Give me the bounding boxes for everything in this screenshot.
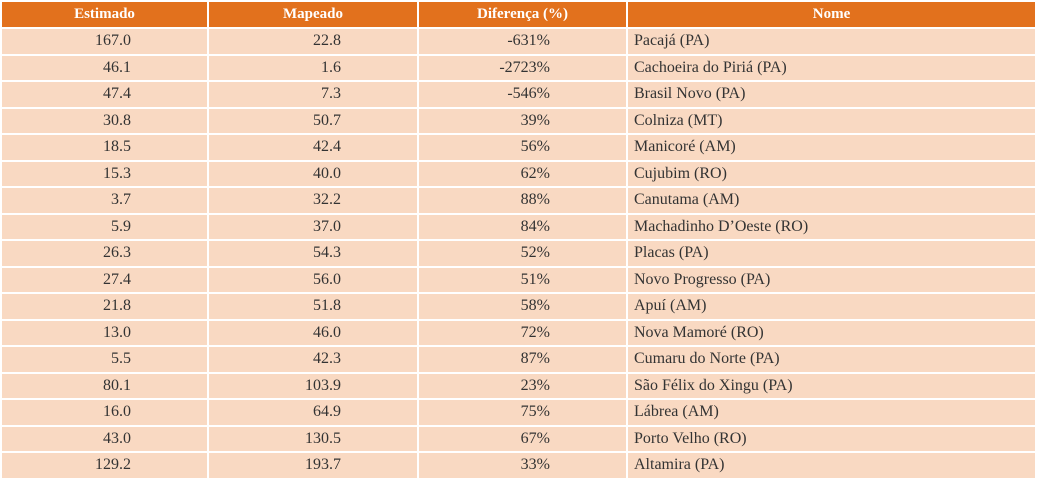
table-cell: 30.8 (2, 108, 207, 133)
table-cell: 88% (419, 188, 626, 213)
table-cell: 27.4 (2, 267, 207, 292)
table-cell: Cachoeira do Piriá (PA) (628, 55, 1035, 80)
header-cell: Estimado (2, 2, 207, 27)
table-cell: 33% (419, 453, 626, 478)
table-cell: 16.0 (2, 400, 207, 425)
table-cell: Novo Progresso (PA) (628, 267, 1035, 292)
header-cell: Diferença (%) (419, 2, 626, 27)
table-cell: Nova Mamoré (RO) (628, 320, 1035, 345)
table-cell: 23% (419, 373, 626, 398)
table-cell: 32.2 (209, 188, 417, 213)
table-cell: 22.8 (209, 29, 417, 54)
table-cell: 39% (419, 108, 626, 133)
table-cell: 72% (419, 320, 626, 345)
table-cell: 51% (419, 267, 626, 292)
table-cell: 52% (419, 241, 626, 266)
table-cell: Machadinho D’Oeste (RO) (628, 214, 1035, 239)
table-cell: 167.0 (2, 29, 207, 54)
table-cell: 40.0 (209, 161, 417, 186)
table-cell: 42.3 (209, 347, 417, 372)
table-cell: 103.9 (209, 373, 417, 398)
table-cell: 51.8 (209, 294, 417, 319)
table-cell: 46.0 (209, 320, 417, 345)
table-cell: -2723% (419, 55, 626, 80)
table-cell: 26.3 (2, 241, 207, 266)
table-cell: 13.0 (2, 320, 207, 345)
table-cell: 7.3 (209, 82, 417, 107)
table-cell: Placas (PA) (628, 241, 1035, 266)
table-cell: 87% (419, 347, 626, 372)
table-cell: 56.0 (209, 267, 417, 292)
table-cell: 21.8 (2, 294, 207, 319)
table-cell: 84% (419, 214, 626, 239)
table-cell: 67% (419, 426, 626, 451)
table-cell: 18.5 (2, 135, 207, 160)
table-cell: Porto Velho (RO) (628, 426, 1035, 451)
table-cell: 56% (419, 135, 626, 160)
table-cell: 5.5 (2, 347, 207, 372)
table-cell: Cumaru do Norte (PA) (628, 347, 1035, 372)
table-cell: 54.3 (209, 241, 417, 266)
table-cell: São Félix do Xingu (PA) (628, 373, 1035, 398)
table-cell: Altamira (PA) (628, 453, 1035, 478)
table-cell: 129.2 (2, 453, 207, 478)
table-cell: 5.9 (2, 214, 207, 239)
table-cell: -631% (419, 29, 626, 54)
table-cell: 37.0 (209, 214, 417, 239)
header-cell: Nome (628, 2, 1035, 27)
header-cell: Mapeado (209, 2, 417, 27)
table-cell: 47.4 (2, 82, 207, 107)
table-cell: Apuí (AM) (628, 294, 1035, 319)
table-cell: 64.9 (209, 400, 417, 425)
table-cell: 50.7 (209, 108, 417, 133)
table-cell: Pacajá (PA) (628, 29, 1035, 54)
table-cell: 3.7 (2, 188, 207, 213)
table-cell: Colniza (MT) (628, 108, 1035, 133)
table-cell: 15.3 (2, 161, 207, 186)
table-cell: 42.4 (209, 135, 417, 160)
table-cell: Canutama (AM) (628, 188, 1035, 213)
table-cell: 130.5 (209, 426, 417, 451)
table-cell: Manicoré (AM) (628, 135, 1035, 160)
table-cell: 62% (419, 161, 626, 186)
table-cell: -546% (419, 82, 626, 107)
table-cell: Lábrea (AM) (628, 400, 1035, 425)
table-cell: 1.6 (209, 55, 417, 80)
table-cell: 58% (419, 294, 626, 319)
table-cell: 46.1 (2, 55, 207, 80)
table-cell: 43.0 (2, 426, 207, 451)
table-cell: 80.1 (2, 373, 207, 398)
table-cell: Brasil Novo (PA) (628, 82, 1035, 107)
table-cell: Cujubim (RO) (628, 161, 1035, 186)
table-cell: 193.7 (209, 453, 417, 478)
table-cell: 75% (419, 400, 626, 425)
